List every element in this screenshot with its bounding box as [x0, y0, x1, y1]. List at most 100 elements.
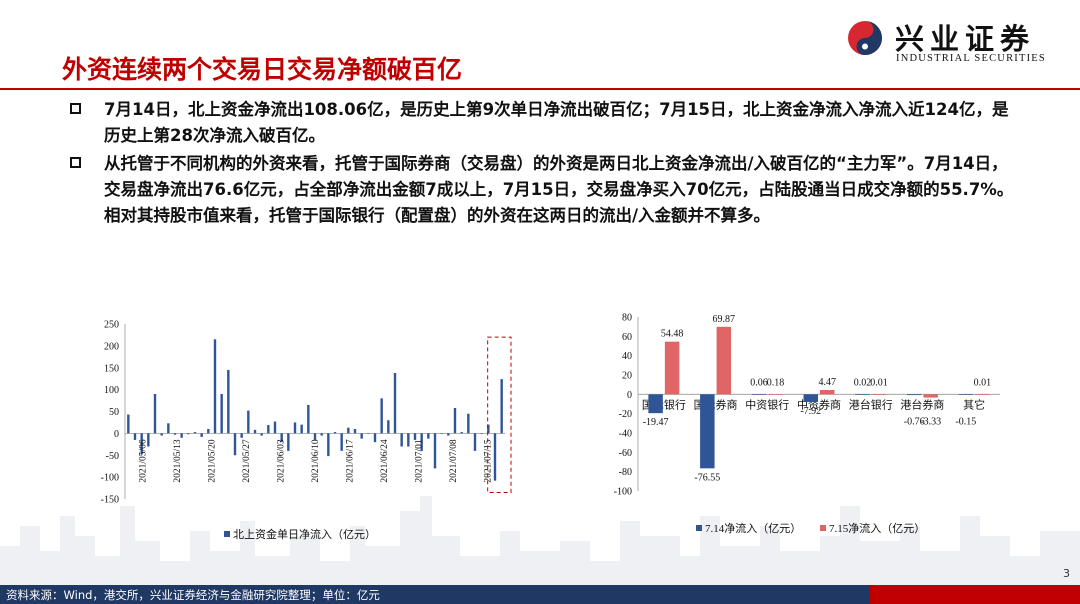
- logo-english-name: INDUSTRIAL SECURITIES: [896, 53, 1046, 64]
- bar: [803, 394, 818, 402]
- daily-northbound-flow-chart: 250 200 150 100 50 0 -50 -100 -150 2021/05/06 2021…: [101, 320, 512, 541]
- data-label: 69.87: [713, 314, 736, 325]
- bar: [187, 433, 190, 435]
- slide-title: 外资连续两个交易日交易净额破百亿: [62, 55, 463, 84]
- square-bullet-icon: [70, 157, 81, 168]
- bar: [648, 394, 663, 414]
- bar: [313, 433, 317, 440]
- bar: [367, 433, 370, 434]
- x-tick-label: 2021/07/15: [484, 439, 494, 483]
- bar: [473, 433, 477, 451]
- data-label: -76.55: [694, 472, 720, 483]
- x-tick-label: 2021/06/24: [380, 439, 390, 483]
- bullet-text: 从托管于不同机构的外资来看，托管于国际券商（交易盘）的外资是两日北上资金净流出/…: [104, 154, 1014, 225]
- bar: [247, 410, 250, 434]
- bar: [173, 433, 177, 435]
- bar: [213, 339, 217, 434]
- x-tick-label: 2021/05/20: [207, 439, 217, 483]
- data-label: 0.01: [870, 377, 888, 388]
- bar: [975, 394, 990, 395]
- y-tick-label: -20: [619, 409, 632, 420]
- y-tick-label: 60: [622, 332, 632, 343]
- y-tick-label: -80: [619, 467, 632, 478]
- logo-mark-icon: [848, 21, 882, 55]
- bar: [353, 429, 357, 434]
- bar: [233, 433, 237, 456]
- y-tick-label: -50: [106, 451, 119, 462]
- legend-label: 北上资金单日净流入（亿元）: [233, 527, 376, 541]
- bar: [467, 413, 470, 434]
- brand-logo: 兴业证券 INDUSTRIAL SECURITIES: [847, 14, 1062, 66]
- bar: [373, 433, 377, 443]
- bar: [387, 420, 390, 434]
- data-label: 0.06: [750, 377, 768, 388]
- bar: [820, 390, 835, 395]
- data-label: 54.48: [661, 329, 684, 340]
- footer-accent: [870, 585, 1080, 604]
- bar: [227, 369, 230, 434]
- category-label: 中资银行: [745, 397, 789, 411]
- y-tick-label: 0: [114, 429, 119, 440]
- bar: [347, 427, 350, 434]
- legend-swatch: [224, 531, 230, 537]
- bar: [871, 394, 887, 395]
- bar: [855, 394, 870, 395]
- bar: [407, 433, 410, 447]
- data-label: 4.47: [818, 377, 836, 388]
- legend-swatch: [820, 525, 826, 531]
- bullet-text: 7月14日，北上资金净流出108.06亿，是历史上第9次单日净流出破百亿；7月1…: [104, 100, 1009, 145]
- data-label: 0.18: [767, 377, 785, 388]
- bar: [200, 433, 203, 437]
- x-tick-label: 2021/05/27: [242, 439, 252, 483]
- x-tick-label: 2021/07/08: [449, 439, 459, 483]
- bar: [906, 394, 922, 396]
- x-tick-label: 2021/05/13: [173, 439, 183, 483]
- bar: [393, 373, 397, 434]
- bar: [460, 432, 463, 434]
- data-label: -3.33: [920, 416, 941, 427]
- bar: [133, 433, 137, 440]
- bar: [493, 433, 497, 481]
- bar: [253, 429, 257, 434]
- bar: [751, 394, 767, 395]
- bar: [160, 433, 163, 436]
- y-tick-label: -40: [619, 429, 632, 440]
- bar: [153, 394, 157, 434]
- bar: [453, 408, 457, 434]
- bar: [427, 433, 430, 439]
- bar: [273, 421, 277, 434]
- y-tick-label: 0: [627, 390, 632, 401]
- bar: [700, 394, 715, 469]
- category-label: 其它: [963, 397, 985, 411]
- data-label: 0.01: [974, 377, 992, 388]
- bar: [487, 424, 490, 434]
- bar: [413, 433, 417, 440]
- x-tick-label: 2021/06/10: [311, 439, 321, 483]
- y-tick-label: 50: [109, 407, 119, 418]
- bar: [320, 433, 323, 436]
- bar: [140, 433, 143, 455]
- y-tick-label: 40: [622, 351, 632, 362]
- bar: [280, 433, 283, 443]
- bar: [360, 433, 363, 439]
- x-tick-label: 2021/06/03: [276, 439, 286, 483]
- bar: [167, 423, 170, 434]
- y-tick-label: 200: [104, 341, 119, 352]
- footer-bar: 资料来源：Wind，港交所，兴业证券经济与金融研究院整理；单位：亿元: [0, 585, 1080, 604]
- highlight-dashed-box: [487, 336, 512, 493]
- bar: [180, 433, 183, 438]
- data-label: -0.76: [904, 416, 925, 427]
- bar: [664, 341, 680, 395]
- bar: [333, 432, 337, 434]
- bar: [327, 433, 330, 457]
- y-tick-label: -100: [614, 487, 632, 498]
- bar: [500, 379, 503, 434]
- bar: [267, 425, 270, 434]
- bar: [127, 414, 130, 434]
- data-label: -0.15: [955, 416, 976, 427]
- bullet-list: 7月14日，北上资金净流出108.06亿，是历史上第9次单日净流出破百亿；7月1…: [68, 97, 1023, 231]
- bar: [923, 394, 938, 398]
- y-tick-label: 100: [104, 385, 119, 396]
- bar: [300, 424, 303, 434]
- bar: [380, 398, 383, 434]
